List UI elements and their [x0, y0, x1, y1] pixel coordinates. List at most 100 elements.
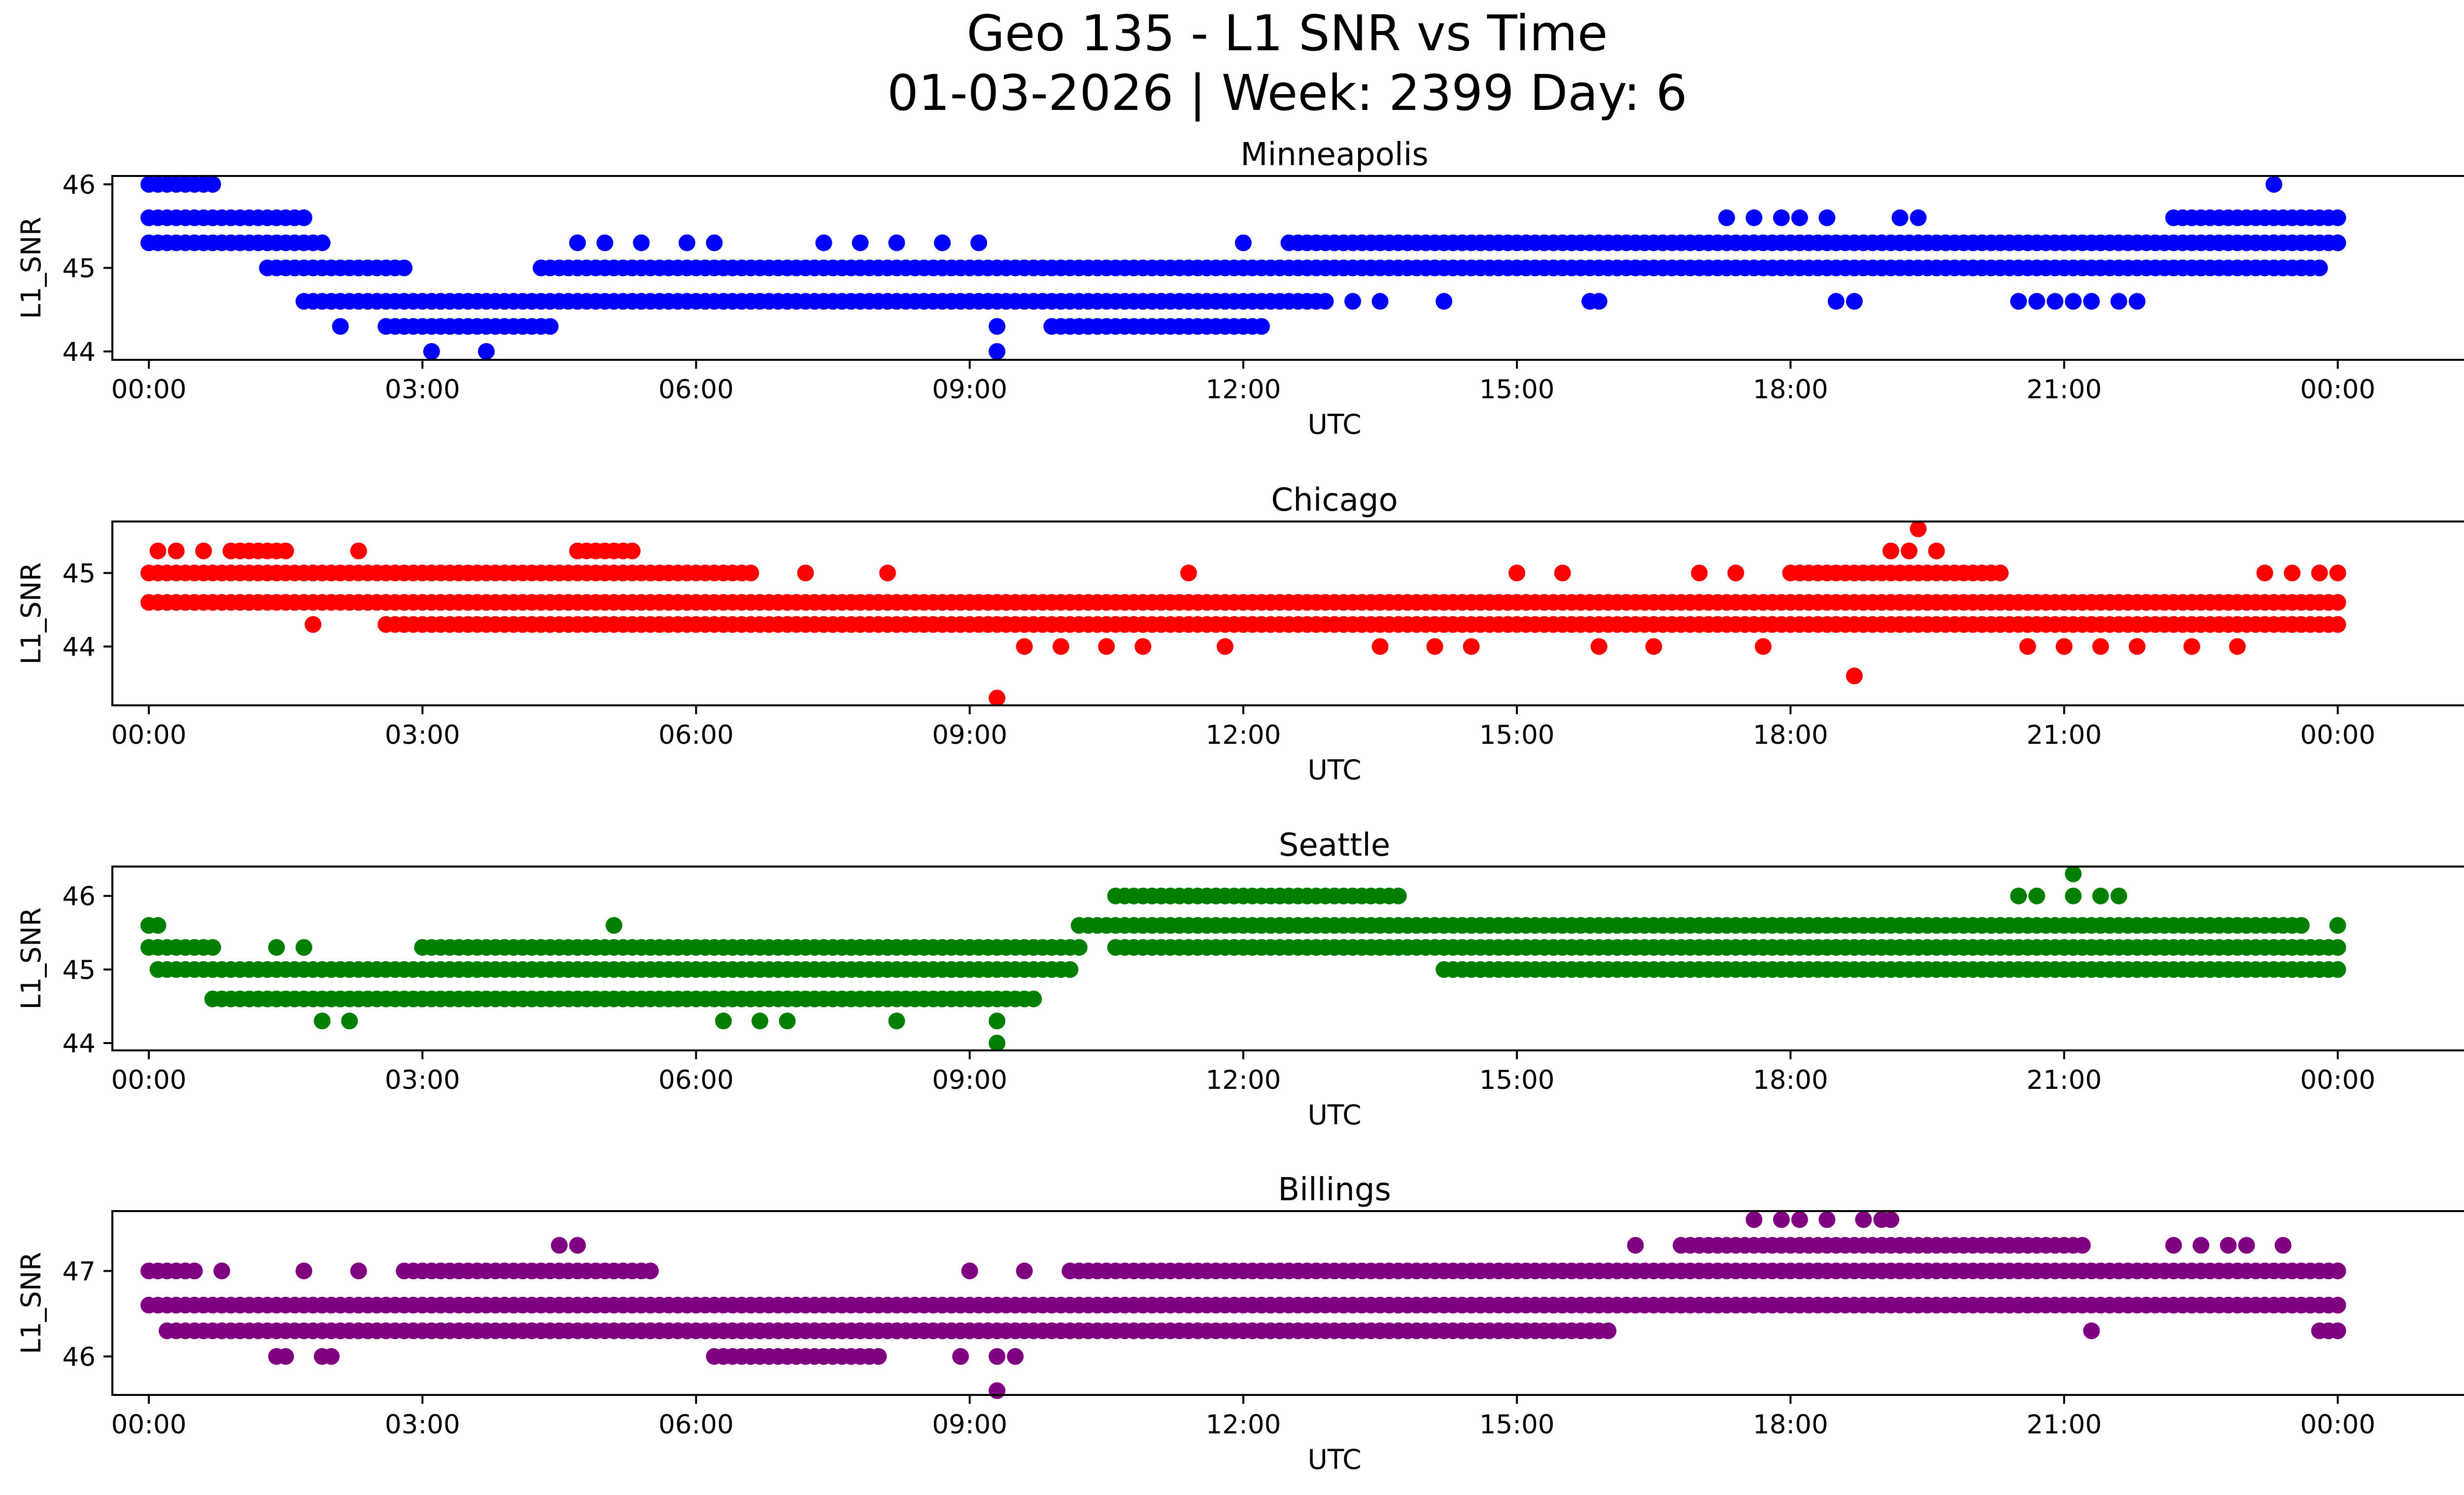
- data-point: [2238, 1237, 2255, 1254]
- data-point: [2010, 887, 2027, 904]
- y-tick-label: 44: [63, 1029, 96, 1059]
- data-point: [642, 1262, 659, 1280]
- data-point: [1600, 1322, 1617, 1339]
- data-point: [305, 616, 322, 633]
- data-point: [550, 1237, 568, 1254]
- data-point: [888, 234, 905, 251]
- x-tick-label: 03:00: [385, 1410, 460, 1440]
- data-point: [423, 343, 440, 360]
- data-point: [1390, 887, 1407, 904]
- x-tick-label: 09:00: [932, 1410, 1007, 1440]
- data-point: [1052, 638, 1069, 655]
- data-point: [1727, 564, 1745, 582]
- data-point: [596, 234, 614, 251]
- x-axis-label: UTC: [1307, 1444, 1361, 1475]
- data-point: [706, 234, 723, 251]
- data-point: [1554, 564, 1571, 582]
- data-point: [2274, 1237, 2292, 1254]
- y-tick-label: 44: [63, 337, 96, 367]
- data-point: [1134, 638, 1152, 655]
- data-point: [2265, 176, 2283, 193]
- panel-seattle: Seattle 00:00 03:00 06:00 09:00 12:00 15:00 18:…: [15, 827, 2464, 1131]
- y-tick-label: 46: [63, 170, 96, 200]
- data-point: [2183, 638, 2200, 655]
- data-point: [2329, 1322, 2346, 1339]
- data-point: [2229, 638, 2246, 655]
- y-axis-label: L1_SNR: [15, 907, 47, 1009]
- panel-billings: Billings 00:00 03:00 06:00 09:00 12:00 15:00 18…: [15, 1172, 2464, 1475]
- x-tick-label: 21:00: [2026, 1410, 2102, 1440]
- y-tick-label: 47: [63, 1256, 96, 1286]
- x-tick-label: 00:00: [2300, 1065, 2375, 1095]
- x-tick-label: 12:00: [1206, 720, 1281, 750]
- x-tick-label: 00:00: [111, 375, 187, 405]
- y-axis-label: L1_SNR: [15, 562, 47, 664]
- data-point: [1901, 542, 1917, 559]
- data-point: [2329, 209, 2346, 226]
- data-point: [2019, 638, 2036, 655]
- data-point: [2065, 887, 2082, 904]
- axes-frame: [111, 521, 2464, 706]
- data-point: [268, 939, 285, 956]
- data-point: [888, 1012, 905, 1030]
- data-point: [1882, 1211, 1899, 1228]
- data-point: [1098, 638, 1115, 655]
- data-point: [2284, 564, 2301, 582]
- y-tick-label: 45: [63, 558, 96, 589]
- data-point: [2128, 293, 2146, 310]
- data-point: [989, 1348, 1006, 1365]
- data-point: [2065, 293, 2082, 310]
- x-tick-label: 03:00: [385, 375, 460, 405]
- x-tick-label: 09:00: [932, 720, 1007, 750]
- data-point: [2092, 638, 2109, 655]
- x-tick-label: 00:00: [111, 720, 187, 750]
- panel-title: Minneapolis: [1240, 137, 1428, 173]
- data-point: [2201, 961, 2219, 978]
- data-point: [1016, 1262, 1033, 1280]
- data-point: [313, 1012, 331, 1030]
- data-point: [1773, 209, 1790, 226]
- data-point: [149, 542, 167, 559]
- data-point: [1645, 638, 1662, 655]
- data-point: [679, 234, 695, 251]
- y-axis-label: L1_SNR: [15, 217, 47, 319]
- data-point: [2083, 1322, 2100, 1339]
- data-point: [295, 1262, 312, 1280]
- data-point: [2293, 917, 2310, 934]
- x-tick-label: 00:00: [2300, 720, 2375, 750]
- data-point: [1928, 542, 1945, 559]
- data-point: [295, 939, 312, 956]
- x-tick-label: 15:00: [1479, 375, 1555, 405]
- x-axis-label: UTC: [1307, 1099, 1361, 1131]
- data-point: [2311, 564, 2328, 582]
- x-tick-label: 15:00: [1479, 1410, 1555, 1440]
- figure-title-line1: Geo 135 - L1 SNR vs Time: [967, 4, 1608, 62]
- y-tick-label: 45: [63, 955, 96, 985]
- x-tick-label: 12:00: [1206, 375, 1281, 405]
- data-point: [1910, 520, 1927, 537]
- data-point: [989, 1382, 1006, 1399]
- x-axis-label: UTC: [1307, 754, 1361, 786]
- data-point: [2329, 917, 2346, 934]
- panel-minneapolis: Minneapolis 00:00 03:00 06:00 09:00 12:00 15:0…: [15, 137, 2464, 440]
- data-point: [1216, 638, 1233, 655]
- data-point: [1463, 638, 1480, 655]
- data-point: [2128, 638, 2146, 655]
- x-tick-label: 00:00: [2300, 375, 2375, 405]
- data-point: [779, 1012, 796, 1030]
- data-point: [1754, 638, 1772, 655]
- data-point: [2083, 293, 2100, 310]
- data-point: [2293, 259, 2310, 277]
- x-tick-label: 12:00: [1206, 1065, 1281, 1095]
- data-point: [1745, 209, 1763, 226]
- data-point: [989, 1035, 1006, 1052]
- data-point: [2329, 594, 2346, 611]
- data-point: [2028, 293, 2046, 310]
- data-point: [1882, 542, 1899, 559]
- data-point: [1992, 564, 2009, 582]
- y-tick-label: 45: [63, 254, 96, 284]
- panel-chicago: Chicago 00:00 03:00 06:00 09:00 12:00 15:00 18:…: [15, 482, 2464, 786]
- data-point: [2311, 259, 2328, 277]
- data-point: [277, 542, 294, 559]
